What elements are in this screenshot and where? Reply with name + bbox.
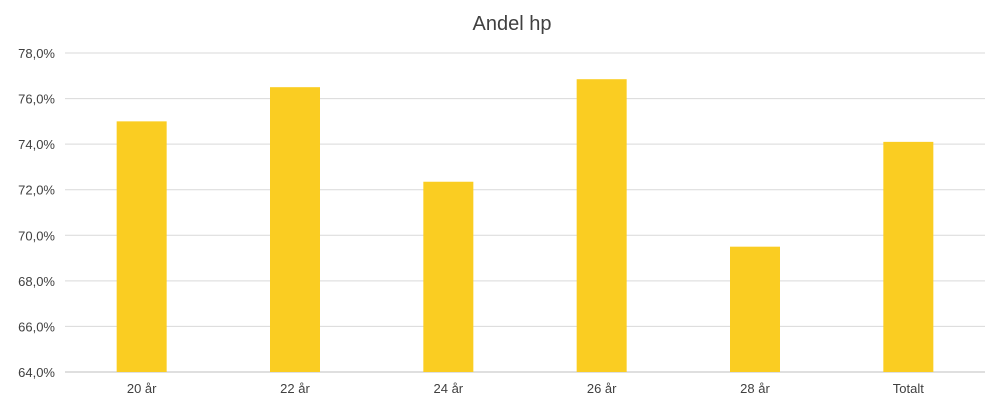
bar [116, 121, 167, 372]
y-axis-ticks: 64,0% 66,0% 68,0% 70,0% 72,0% 74,0% 76,0% 78,0% [18, 46, 55, 380]
chart-title: Andel hp [473, 13, 552, 35]
x-tick-label: Totalt [893, 381, 924, 396]
bars [116, 79, 934, 372]
x-tick-label: 20 år [127, 381, 157, 396]
bar [423, 181, 474, 372]
y-tick-label: 64,0% [18, 365, 55, 380]
y-tick-label: 74,0% [18, 137, 55, 152]
bar [730, 246, 780, 372]
bar [270, 87, 320, 372]
x-axis-ticks: 20 år 22 år 24 år 26 år 28 år Totalt [127, 381, 924, 396]
y-tick-label: 72,0% [18, 183, 55, 198]
x-tick-label: 26 år [587, 381, 617, 396]
x-tick-label: 24 år [434, 381, 464, 396]
y-tick-label: 68,0% [18, 274, 55, 289]
y-tick-label: 66,0% [18, 319, 55, 334]
x-tick-label: 28 år [740, 381, 770, 396]
y-tick-label: 78,0% [18, 46, 55, 61]
bar [883, 141, 934, 372]
y-tick-label: 70,0% [18, 228, 55, 243]
bar [576, 79, 627, 372]
gridlines [65, 52, 985, 373]
x-tick-label: 22 år [280, 381, 310, 396]
y-tick-label: 76,0% [18, 92, 55, 107]
